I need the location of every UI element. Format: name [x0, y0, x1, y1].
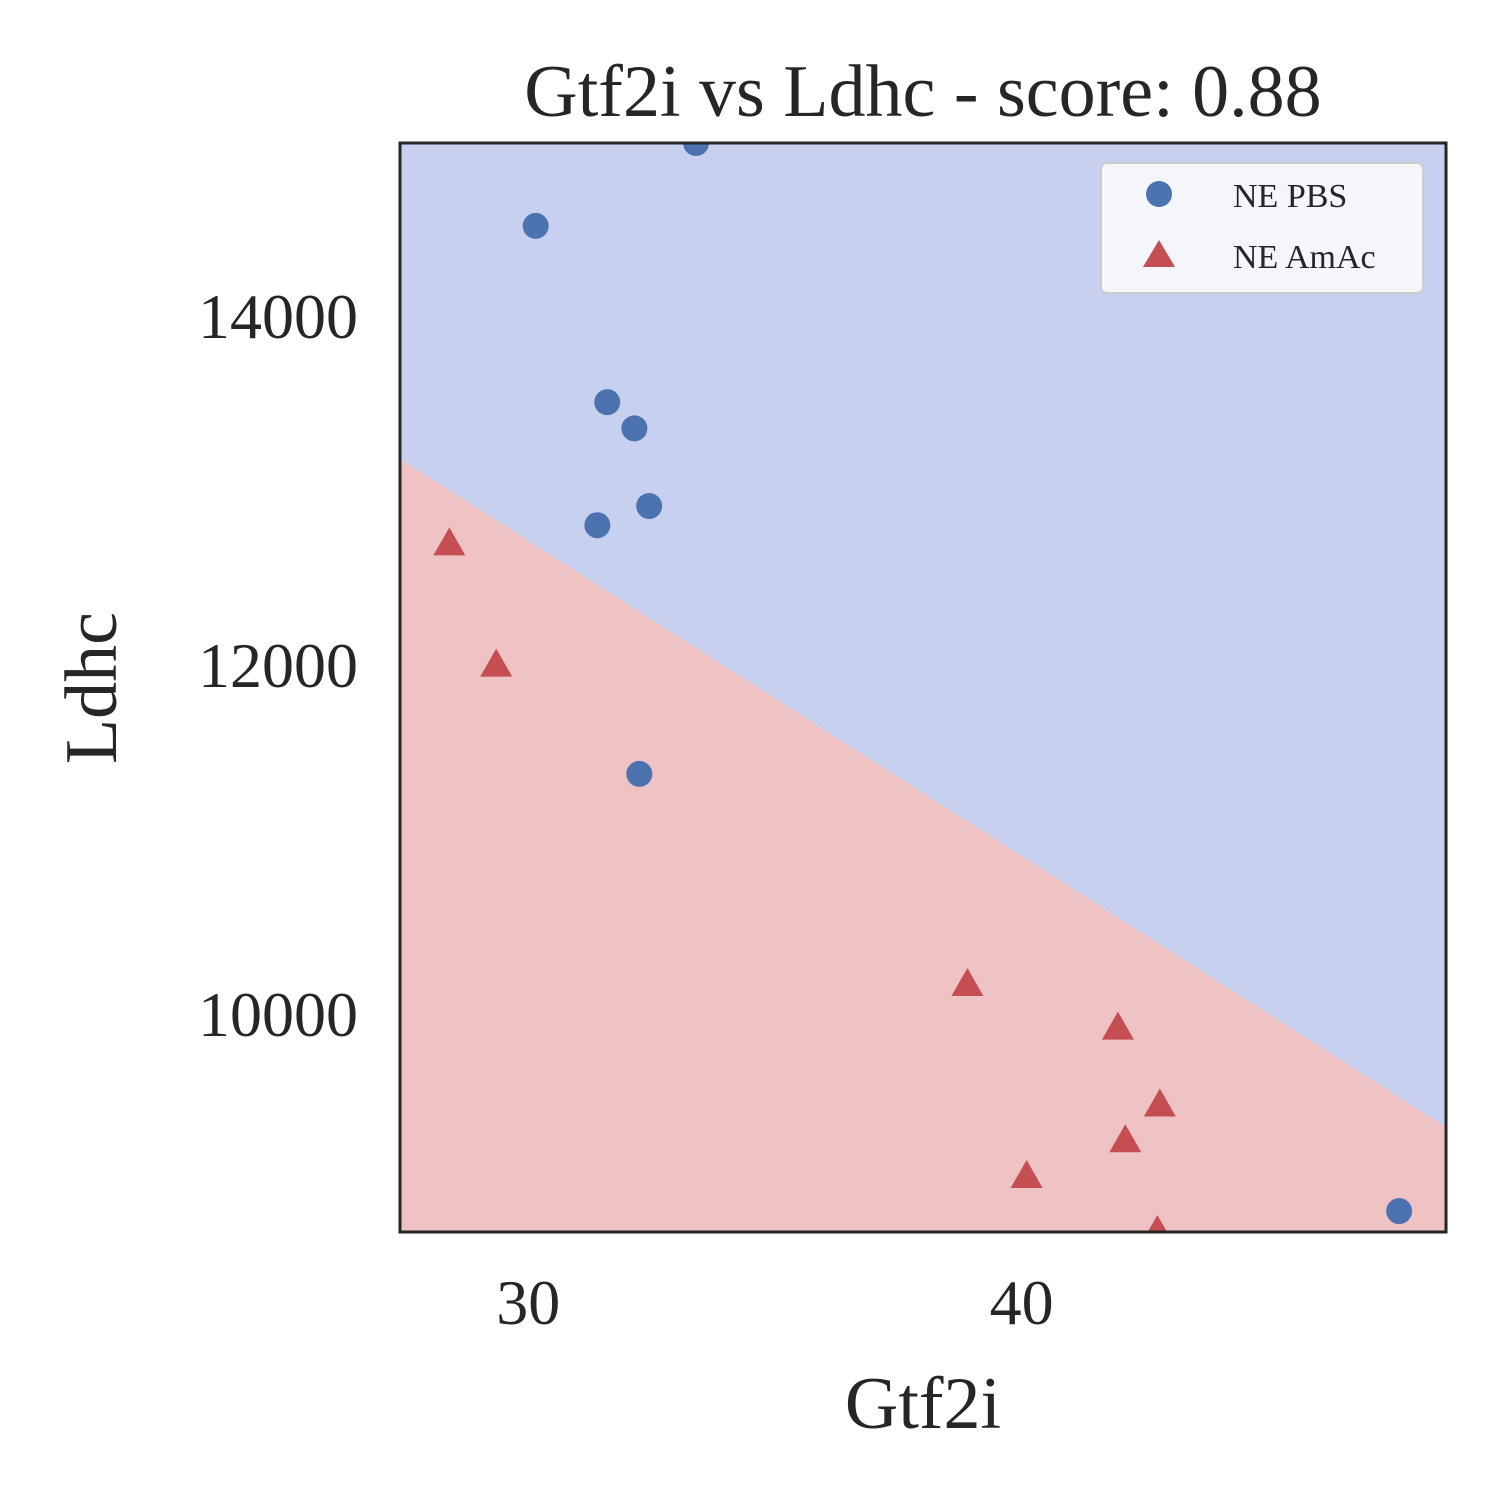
pbs-point — [636, 493, 663, 519]
pbs-point — [1386, 1198, 1413, 1225]
x-axis-label: Gtf2i — [845, 1363, 1001, 1445]
x-axis-ticks: 30 40 — [496, 1267, 1053, 1338]
amac-point — [1101, 1011, 1134, 1040]
decision-region-pbs — [400, 143, 1446, 1128]
legend-box — [1100, 162, 1424, 294]
amac-point — [433, 527, 466, 556]
y-tick-label: 10000 — [198, 979, 358, 1050]
x-tick-label: 40 — [990, 1267, 1054, 1338]
amac-point — [1109, 1124, 1142, 1153]
pbs-point — [584, 512, 611, 539]
y-axis-label: Ldhc — [51, 612, 133, 764]
plot-area — [400, 143, 1446, 1232]
amac-point — [480, 648, 513, 677]
legend: NE PBS NE AmAc — [1100, 162, 1424, 294]
y-axis-ticks: 10000 12000 14000 — [198, 281, 358, 1050]
legend-marker-amac — [1143, 240, 1175, 267]
chart-title: Gtf2i vs Ldhc - score: 0.88 — [524, 51, 1321, 133]
pbs-point — [626, 760, 653, 787]
amac-point — [1010, 1160, 1043, 1189]
decision-region-amac — [400, 458, 1446, 1232]
pbs-point — [594, 389, 621, 416]
legend-label-amac: NE AmAc — [1233, 239, 1376, 276]
amac-point — [1147, 1215, 1168, 1232]
amac-point — [951, 968, 984, 997]
y-tick-label: 14000 — [198, 281, 358, 352]
legend-marker-pbs — [1146, 181, 1172, 207]
amac-point — [1143, 1088, 1176, 1117]
data-points — [433, 143, 1413, 1232]
plot-frame — [398, 141, 1448, 1234]
pbs-point — [621, 415, 648, 442]
y-tick-label: 12000 — [198, 630, 358, 701]
legend-label-pbs: NE PBS — [1233, 178, 1347, 215]
x-tick-label: 30 — [496, 1267, 560, 1338]
pbs-point — [522, 212, 549, 239]
pbs-point — [683, 143, 710, 156]
